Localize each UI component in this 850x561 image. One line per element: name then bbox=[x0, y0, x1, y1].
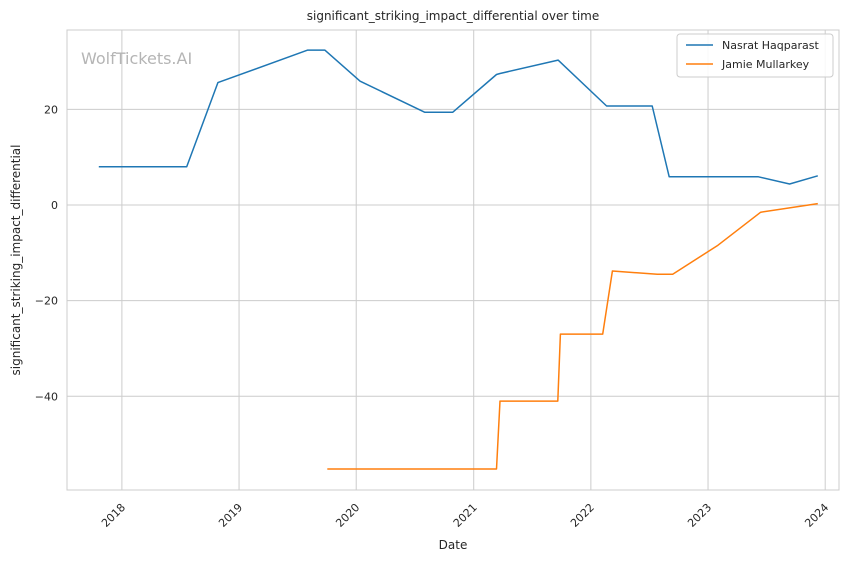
legend-label-jamie: Jamie Mullarkey bbox=[721, 58, 810, 71]
x-tick-label: 2021 bbox=[451, 501, 480, 530]
legend-label-nasrat: Nasrat Haqparast bbox=[722, 39, 819, 52]
x-axis-ticks: 2018 2019 2020 2021 2022 2023 2024 bbox=[99, 501, 831, 530]
x-tick-label: 2023 bbox=[685, 501, 714, 530]
x-tick-label: 2018 bbox=[99, 501, 128, 530]
legend-box bbox=[676, 33, 834, 78]
y-axis-title: significant_striking_impact_differential bbox=[9, 145, 23, 376]
legend: Nasrat Haqparast Jamie Mullarkey bbox=[676, 33, 834, 78]
y-tick-label: 20 bbox=[44, 103, 58, 116]
chart-title: significant_striking_impact_differential… bbox=[307, 9, 599, 23]
x-tick-label: 2020 bbox=[333, 501, 362, 530]
grid bbox=[67, 30, 839, 490]
watermark: WolfTickets.AI bbox=[81, 49, 192, 68]
y-tick-label: −40 bbox=[35, 390, 58, 403]
plot-frame bbox=[66, 29, 840, 491]
x-axis-title: Date bbox=[439, 538, 468, 552]
x-tick-label: 2019 bbox=[216, 501, 245, 530]
series-line-0 bbox=[98, 49, 819, 185]
x-tick-label: 2024 bbox=[802, 501, 831, 530]
y-axis-ticks: 20 0 −20 −40 bbox=[35, 103, 58, 403]
x-tick-label: 2022 bbox=[568, 501, 597, 530]
series-lines bbox=[98, 49, 819, 470]
y-tick-label: −20 bbox=[35, 295, 58, 308]
series-line-1 bbox=[327, 202, 818, 470]
y-tick-label: 0 bbox=[51, 199, 58, 212]
